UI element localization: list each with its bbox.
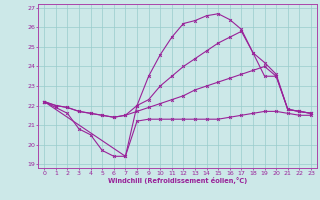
X-axis label: Windchill (Refroidissement éolien,°C): Windchill (Refroidissement éolien,°C) [108,177,247,184]
